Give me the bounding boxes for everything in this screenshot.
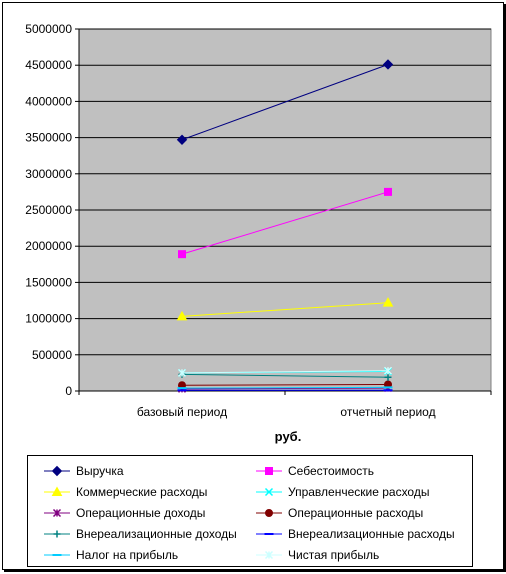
legend-label: Чистая прибыль — [288, 548, 380, 562]
legend-swatch — [44, 465, 70, 477]
legend-marker — [264, 487, 274, 497]
series-line — [181, 383, 389, 386]
legend-swatch — [44, 554, 70, 556]
legend-item: Управленческие расходы — [254, 482, 429, 502]
legend-item: Чистая прибыль — [254, 545, 379, 565]
legend-marker — [51, 486, 63, 496]
legend-marker — [52, 508, 62, 518]
data-point — [176, 310, 188, 321]
legend-swatch — [44, 508, 70, 518]
y-tick-label: 4000000 — [25, 94, 72, 108]
series-line — [181, 373, 389, 378]
legend-marker — [264, 550, 274, 560]
y-tick-label: 0 — [65, 384, 72, 398]
x-axis-ticks: базовый период отчетный период — [78, 391, 492, 419]
y-tick-label: 1000000 — [25, 312, 72, 326]
series-line — [181, 386, 389, 389]
legend-label: Операционные доходы — [76, 506, 206, 520]
legend-swatch — [256, 550, 282, 560]
y-tick-label: 500000 — [32, 348, 72, 362]
legend-marker — [53, 530, 61, 538]
x-tick-label: отчетный период — [340, 405, 435, 419]
legend-marker — [265, 467, 273, 475]
data-point — [177, 368, 187, 377]
data-point — [384, 187, 392, 196]
legend-swatch — [256, 467, 282, 475]
series-5 — [178, 380, 392, 390]
y-tick-label: 3000000 — [25, 167, 72, 181]
series-line — [181, 302, 389, 317]
legend-label: Внереализационные расходы — [288, 527, 455, 541]
y-tick-label: 3500000 — [25, 131, 72, 145]
legend-label: Операционные расходы — [288, 506, 424, 520]
y-tick-label: 5000000 — [25, 22, 72, 36]
series-line — [181, 387, 389, 390]
data-point — [383, 366, 393, 375]
legend-marker — [265, 509, 273, 517]
legend-label: Выручка — [76, 464, 124, 478]
legend-item: Внереализационные доходы — [42, 524, 237, 544]
y-tick-label: 1500000 — [25, 275, 72, 289]
legend-item: Операционные доходы — [42, 503, 205, 523]
data-point — [382, 59, 394, 70]
series-line — [181, 64, 389, 141]
series-line — [181, 191, 389, 255]
legend-label: Внереализационные доходы — [76, 527, 237, 541]
data-point — [384, 373, 392, 381]
series-2 — [176, 297, 394, 321]
series-8 — [177, 386, 393, 390]
legend: Выручка Себестоимость Коммерческие расходы… — [27, 455, 473, 567]
legend-swatch — [44, 486, 70, 496]
y-tick-label: 2000000 — [25, 239, 72, 253]
series-1 — [178, 187, 392, 259]
line-chart: 0 500000 1000000 1500000 2000000 2500000 30000… — [25, 22, 492, 444]
legend-label: Управленческие расходы — [288, 485, 430, 499]
y-tick-label: 4500000 — [25, 58, 72, 72]
series-group — [176, 59, 394, 393]
legend-swatch — [256, 533, 282, 535]
data-point — [176, 134, 188, 145]
legend-item: Налог на прибыль — [42, 545, 178, 565]
legend-item: Выручка — [42, 461, 124, 481]
legend-label: Налог на прибыль — [76, 548, 179, 562]
x-axis-label: руб. — [275, 429, 302, 444]
series-0 — [176, 59, 394, 145]
data-point — [382, 297, 394, 307]
legend-item: Себестоимость — [254, 461, 374, 481]
data-point — [178, 250, 186, 259]
legend-item: Коммерческие расходы — [42, 482, 207, 502]
legend-swatch — [44, 530, 70, 538]
legend-item: Внереализационные расходы — [254, 524, 455, 544]
legend-swatch — [256, 487, 282, 497]
legend-label: Коммерческие расходы — [76, 485, 208, 499]
legend-swatch — [256, 509, 282, 517]
series-line — [181, 370, 389, 374]
series-9 — [177, 366, 393, 377]
y-tick-label: 2500000 — [25, 203, 72, 217]
legend-label: Себестоимость — [288, 464, 375, 478]
legend-item: Операционные расходы — [254, 503, 423, 523]
legend-marker — [51, 465, 63, 477]
x-tick-label: базовый период — [137, 405, 227, 419]
